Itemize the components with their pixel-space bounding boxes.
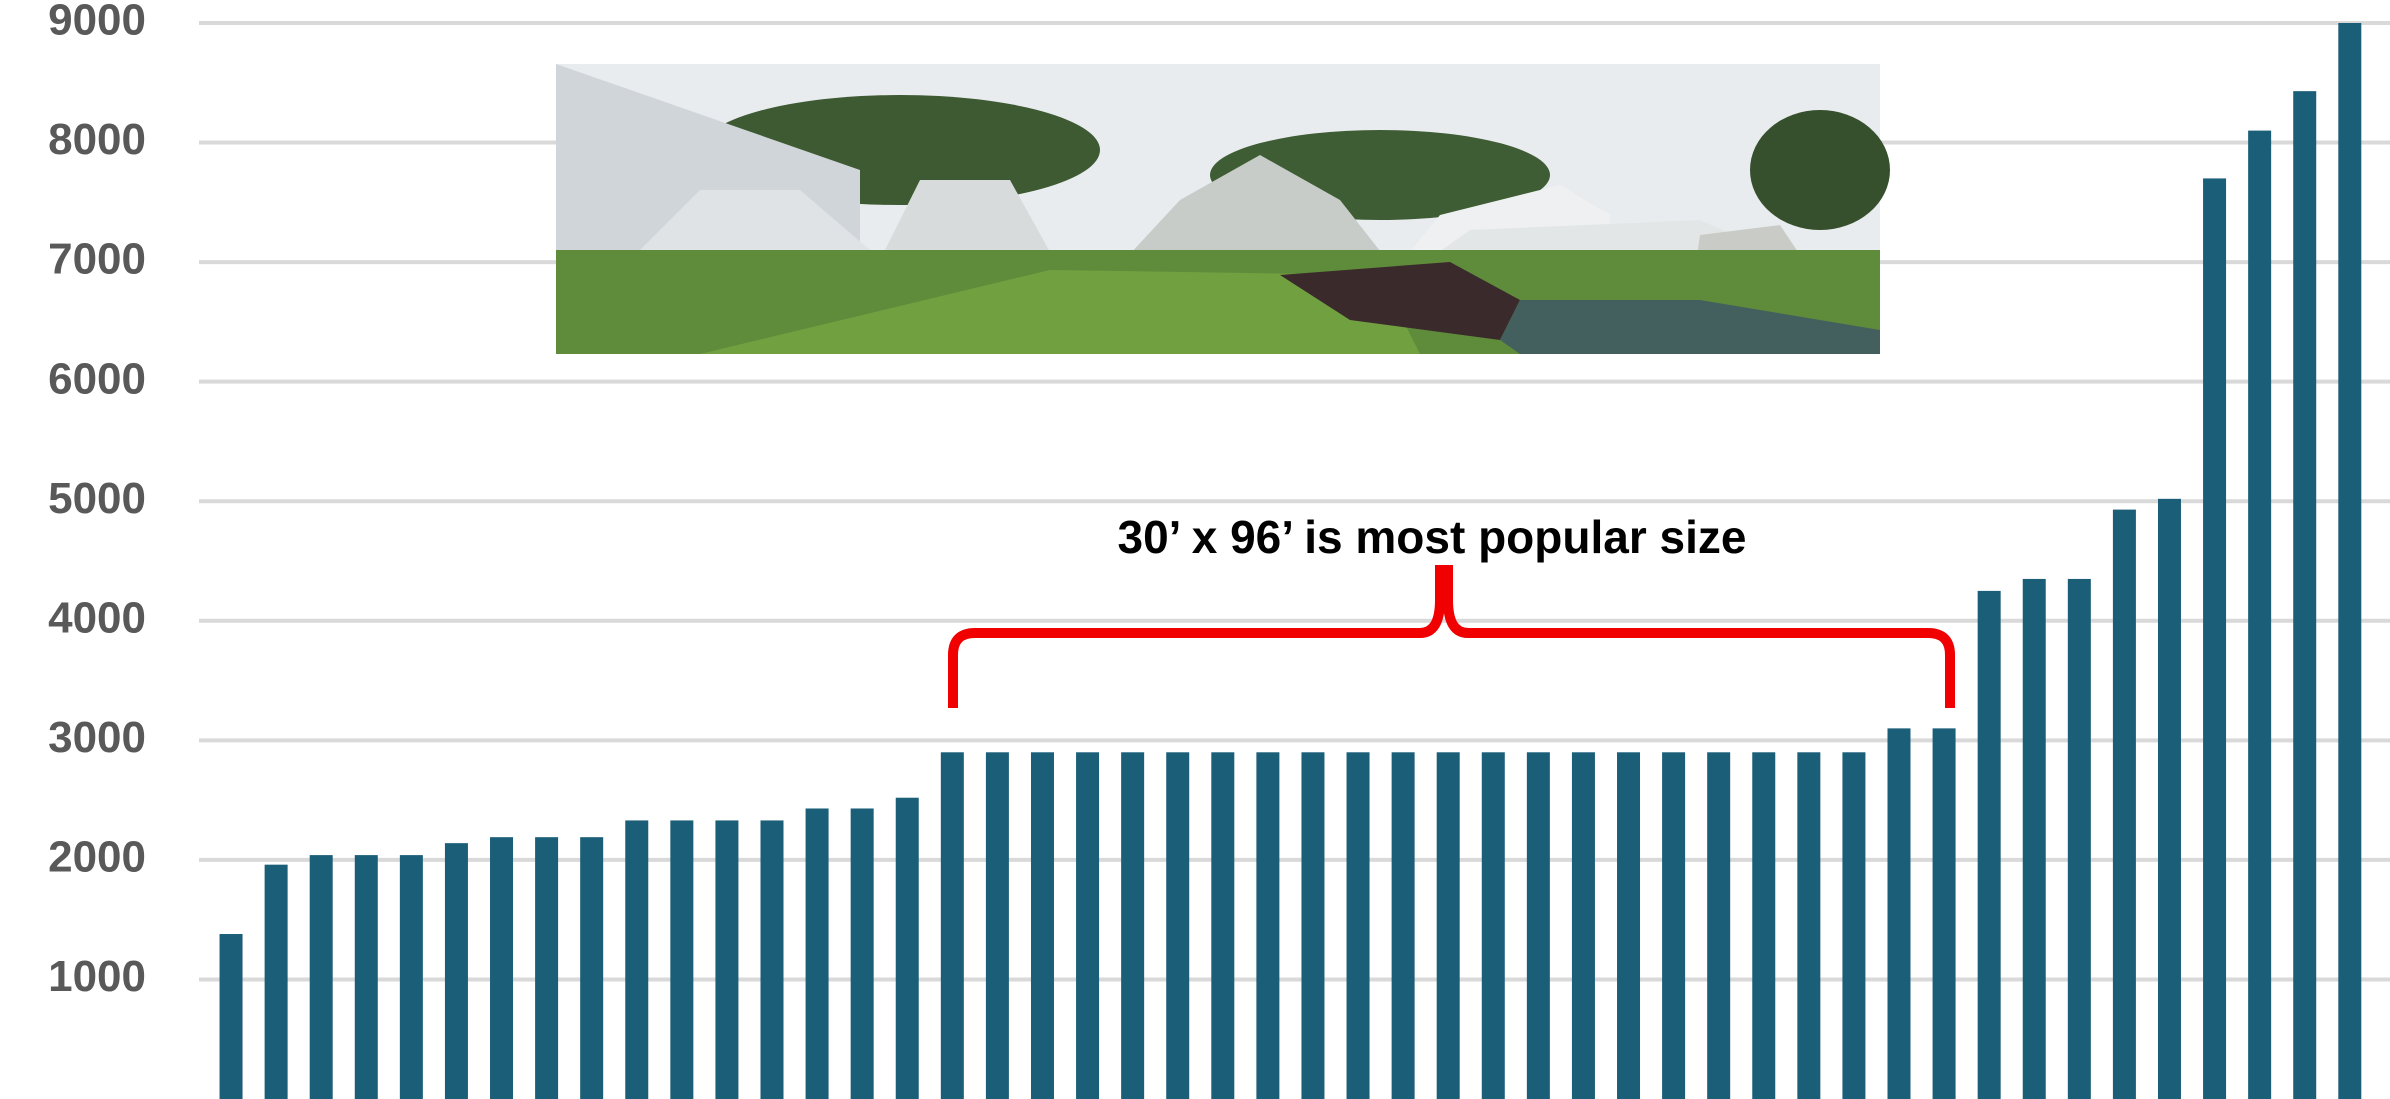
bar xyxy=(1301,752,1325,1099)
bar xyxy=(850,808,874,1099)
bar xyxy=(985,752,1009,1099)
bar xyxy=(354,855,378,1099)
bar xyxy=(2203,178,2227,1099)
y-tick-label: 3000 xyxy=(48,713,146,762)
bar xyxy=(1797,752,1821,1099)
bar xyxy=(2022,578,2046,1099)
bar xyxy=(1030,752,1054,1099)
bar xyxy=(895,797,919,1099)
bar xyxy=(444,843,468,1099)
bar xyxy=(1436,752,1460,1099)
bar xyxy=(2338,23,2362,1099)
bar xyxy=(1617,752,1641,1099)
bar xyxy=(1211,752,1235,1099)
y-tick-label: 1000 xyxy=(48,952,146,1001)
bar xyxy=(1076,752,1100,1099)
bar xyxy=(1707,752,1731,1099)
bar xyxy=(1526,752,1550,1099)
bar xyxy=(1977,590,2001,1099)
annotation: 30’ x 96’ is most popular size xyxy=(1118,511,1747,563)
bar xyxy=(2248,130,2272,1099)
bar xyxy=(1166,752,1190,1099)
grid: 1000 2000 3000 4000 5000 6000 7000 8000 9000 xyxy=(48,0,2390,1001)
bar xyxy=(2293,91,2317,1099)
bar xyxy=(1391,752,1415,1099)
y-tick-label: 2000 xyxy=(48,833,146,882)
bar xyxy=(805,808,829,1099)
bar xyxy=(535,837,559,1099)
bar xyxy=(219,934,243,1099)
y-tick-label: 7000 xyxy=(48,235,146,284)
y-tick-label: 5000 xyxy=(48,474,146,523)
bar xyxy=(1346,752,1370,1099)
bar xyxy=(670,820,694,1099)
bar xyxy=(264,864,288,1099)
bar xyxy=(760,820,784,1099)
bar xyxy=(1662,752,1686,1099)
bar xyxy=(1887,728,1911,1099)
bar xyxy=(2157,498,2181,1099)
bar xyxy=(309,855,333,1099)
bar xyxy=(1481,752,1505,1099)
bar xyxy=(1752,752,1776,1099)
bar xyxy=(399,855,423,1099)
bar xyxy=(1121,752,1145,1099)
y-tick-label: 6000 xyxy=(48,354,146,403)
bar xyxy=(1932,728,1956,1099)
photo xyxy=(556,64,1890,354)
y-tick-label: 8000 xyxy=(48,115,146,164)
bar xyxy=(625,820,649,1099)
bar xyxy=(940,752,964,1099)
y-tick-label: 4000 xyxy=(48,593,146,642)
bar xyxy=(715,820,739,1099)
bar xyxy=(2112,509,2136,1099)
bar xyxy=(1571,752,1595,1099)
bar xyxy=(1256,752,1280,1099)
annotation-brace xyxy=(948,565,1955,708)
bar xyxy=(580,837,604,1099)
bars xyxy=(219,23,2362,1099)
bar xyxy=(1842,752,1866,1099)
y-tick-label: 9000 xyxy=(48,0,146,45)
bar xyxy=(490,837,514,1099)
bar xyxy=(2067,578,2091,1099)
